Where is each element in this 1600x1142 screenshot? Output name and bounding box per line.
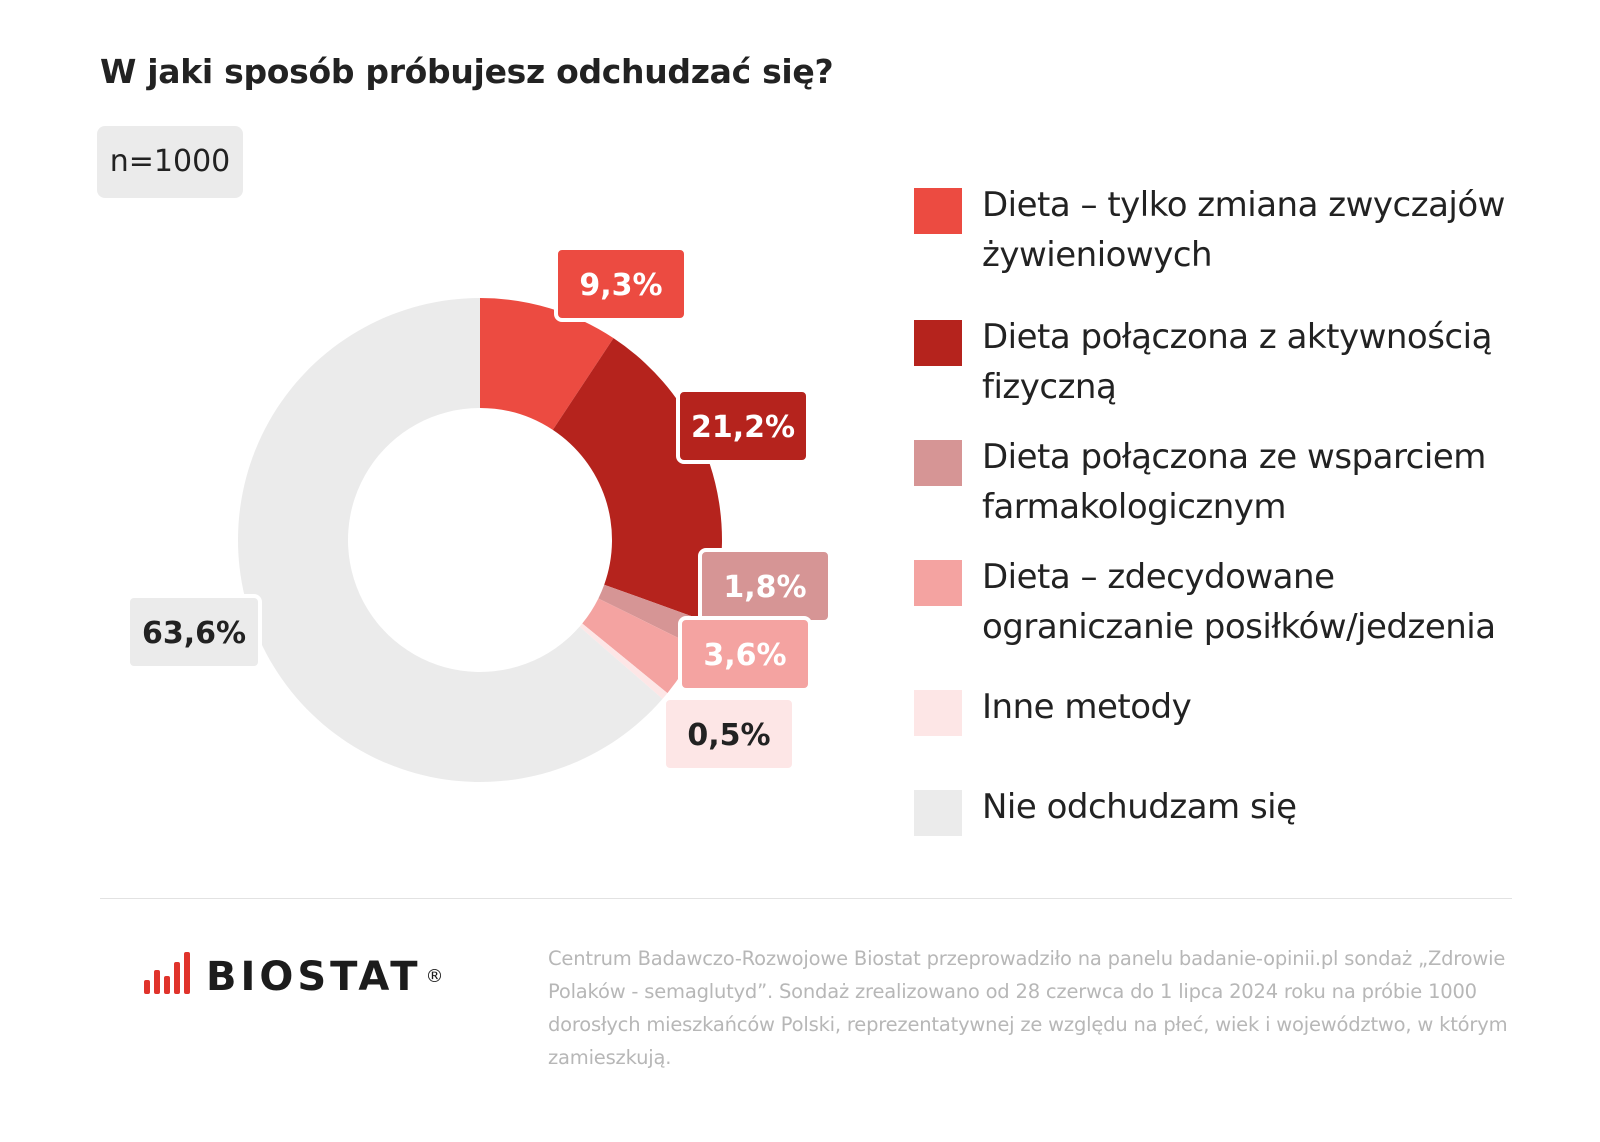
data-label: 9,3%: [579, 268, 662, 303]
legend-label: Inne metody: [982, 687, 1192, 727]
data-label: 21,2%: [691, 410, 795, 445]
data-label: 1,8%: [723, 570, 806, 605]
legend-item-not-dieting: Nie odchudzam się: [914, 782, 1542, 836]
data-label: 3,6%: [703, 638, 786, 673]
donut-slice: [480, 298, 614, 430]
legend-label: Dieta – tylko zmiana zwyczajów żywieniow…: [982, 185, 1505, 275]
legend-swatch: [914, 690, 962, 736]
legend-item-other: Inne metody: [914, 682, 1542, 736]
logo-bars-icon: [144, 952, 190, 994]
chart-title: W jaki sposób próbujesz odchudzać się?: [100, 52, 834, 91]
legend-item-diet-only: Dieta – tylko zmiana zwyczajów żywieniow…: [914, 180, 1542, 280]
legend-label: Dieta połączona ze wsparciem farmakologi…: [982, 437, 1486, 527]
legend-swatch: [914, 790, 962, 836]
biostat-logo: BIOSTAT ®: [144, 952, 444, 997]
legend-swatch: [914, 188, 962, 234]
legend-label: Nie odchudzam się: [982, 787, 1297, 827]
data-label-box: [678, 616, 812, 692]
donut-slice: [237, 298, 663, 782]
data-label-box: [554, 246, 688, 322]
legend-swatch: [914, 440, 962, 486]
data-label: 63,6%: [142, 616, 246, 651]
logo-text: BIOSTAT: [206, 954, 422, 1000]
data-label-box: [662, 696, 796, 772]
sample-size-badge: n=1000: [97, 126, 243, 198]
legend-item-diet-restriction: Dieta – zdecydowane ograniczanie posiłkó…: [914, 552, 1542, 652]
legend-item-diet-pharma: Dieta połączona ze wsparciem farmakologi…: [914, 432, 1542, 532]
legend-item-diet-activity: Dieta połączona z aktywnością fizyczną: [914, 312, 1542, 412]
data-label-box: [676, 388, 810, 464]
legend-swatch: [914, 560, 962, 606]
data-label-box: [126, 594, 262, 670]
data-label: 0,5%: [687, 718, 770, 753]
divider: [100, 898, 1512, 899]
methodology-note: Centrum Badawczo-Rozwojowe Biostat przep…: [548, 947, 1508, 1069]
legend-label: Dieta połączona z aktywnością fizyczną: [982, 317, 1492, 407]
registered-mark: ®: [425, 966, 444, 987]
donut-chart: 9,3% 21,2% 1,8% 3,6% 0,5% 63,6%: [126, 246, 832, 782]
donut-slice: [579, 623, 668, 699]
legend-swatch: [914, 320, 962, 366]
donut-slice: [582, 598, 697, 694]
legend-label: Dieta – zdecydowane ograniczanie posiłkó…: [982, 557, 1496, 647]
